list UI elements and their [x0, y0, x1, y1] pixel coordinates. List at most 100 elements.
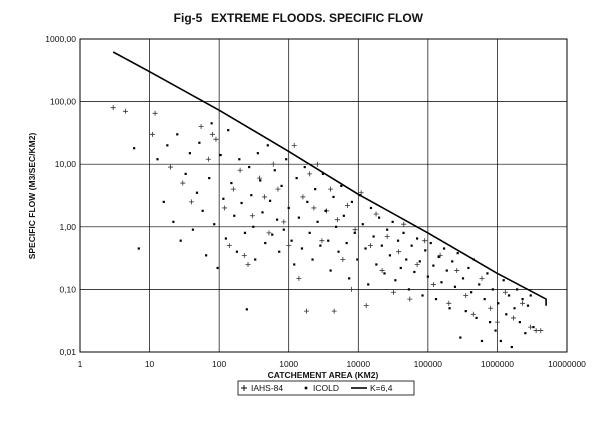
envelope-line	[112, 51, 547, 306]
icold-point	[367, 283, 370, 286]
iahs-point	[266, 230, 272, 236]
icold-point	[410, 244, 413, 247]
icold-point	[280, 184, 283, 188]
iahs-point	[319, 238, 325, 244]
icold-point	[308, 231, 311, 234]
iahs-point	[454, 268, 460, 274]
icold-point	[319, 244, 322, 247]
iahs-point	[340, 257, 346, 263]
icold-point	[424, 249, 427, 252]
icold-point	[290, 239, 293, 242]
icold-point	[295, 176, 298, 180]
icold-point	[478, 283, 481, 286]
x-tick-label: 100	[212, 359, 226, 369]
icold-point	[311, 258, 314, 261]
iahs-point	[205, 156, 211, 162]
icold-point	[489, 321, 492, 324]
icold-point	[437, 255, 440, 259]
iahs-point	[222, 205, 228, 211]
icold-point	[507, 294, 511, 297]
iahs-point	[368, 243, 374, 249]
icold-point	[293, 263, 296, 266]
icold-point	[502, 279, 505, 282]
icold-point	[335, 225, 338, 228]
icold-point	[505, 313, 508, 316]
icold-point	[396, 239, 400, 242]
icold-point	[426, 275, 429, 278]
iahs-point	[286, 243, 292, 249]
icold-point	[372, 235, 375, 238]
iahs-point	[168, 164, 174, 170]
icold-point	[297, 216, 300, 219]
icold-point	[210, 122, 213, 125]
iahs-point	[479, 275, 485, 281]
icold-point	[205, 254, 208, 257]
icold-point	[497, 302, 500, 305]
icold-point	[361, 223, 364, 226]
iahs-point	[149, 131, 155, 137]
iahs-point	[296, 275, 302, 281]
iahs-point	[249, 213, 255, 219]
icold-point	[337, 250, 340, 253]
icold-point	[137, 247, 140, 250]
legend-box	[237, 380, 415, 396]
icold-point	[377, 216, 381, 219]
icold-point	[198, 141, 201, 144]
icold-point	[405, 258, 408, 261]
icold-point	[254, 258, 257, 261]
iahs-point	[303, 308, 309, 314]
iahs-point	[538, 328, 544, 334]
icold-point	[407, 288, 411, 291]
legend-dot-marker	[304, 386, 308, 390]
icold-point	[526, 304, 530, 307]
icold-point	[480, 339, 484, 343]
iahs-point	[345, 202, 351, 208]
chart-title: EXTREME FLOODS. SPECIFIC FLOW	[211, 11, 424, 25]
iahs-point	[390, 289, 396, 295]
iahs-point	[281, 219, 287, 225]
icold-point	[227, 129, 230, 132]
icold-point	[224, 237, 227, 240]
icold-point	[459, 336, 462, 339]
icold-point	[314, 188, 317, 191]
icold-point	[348, 277, 351, 280]
icold-point	[233, 214, 236, 217]
iahs-point	[352, 227, 358, 233]
legend-entry-label: IAHS-84	[251, 383, 283, 393]
icold-point	[386, 228, 389, 231]
icold-point	[453, 285, 457, 288]
legend-entry-label: K=6,4	[370, 383, 393, 393]
icold-point	[273, 169, 276, 172]
iahs-point	[396, 249, 402, 255]
icold-point	[208, 176, 211, 180]
figure-number: Fig-5	[174, 11, 203, 25]
iahs-point	[198, 124, 204, 130]
icold-point	[383, 272, 386, 275]
icold-point	[516, 288, 519, 291]
icold-point	[391, 220, 394, 223]
iahs-point	[470, 311, 476, 317]
icold-point	[188, 152, 192, 155]
icold-point	[195, 191, 199, 194]
icold-point	[421, 294, 424, 297]
icold-point	[456, 252, 459, 255]
iahs-point	[230, 186, 236, 192]
icold-point	[259, 179, 262, 182]
icold-point	[213, 223, 216, 226]
icold-point	[240, 201, 243, 205]
icold-point	[287, 206, 290, 210]
icold-point	[518, 321, 521, 324]
icold-point	[278, 250, 281, 253]
icold-point	[513, 307, 516, 310]
icold-point	[429, 241, 432, 245]
icold-point	[250, 194, 253, 197]
icold-point	[340, 184, 343, 188]
icold-point	[451, 260, 454, 263]
legend: IAHS-84 ICOLD K=6,4	[237, 380, 415, 396]
icold-point	[413, 270, 416, 274]
icold-point	[133, 147, 136, 150]
iahs-point	[328, 186, 334, 192]
icold-point	[235, 250, 239, 253]
icold-point	[184, 172, 187, 175]
